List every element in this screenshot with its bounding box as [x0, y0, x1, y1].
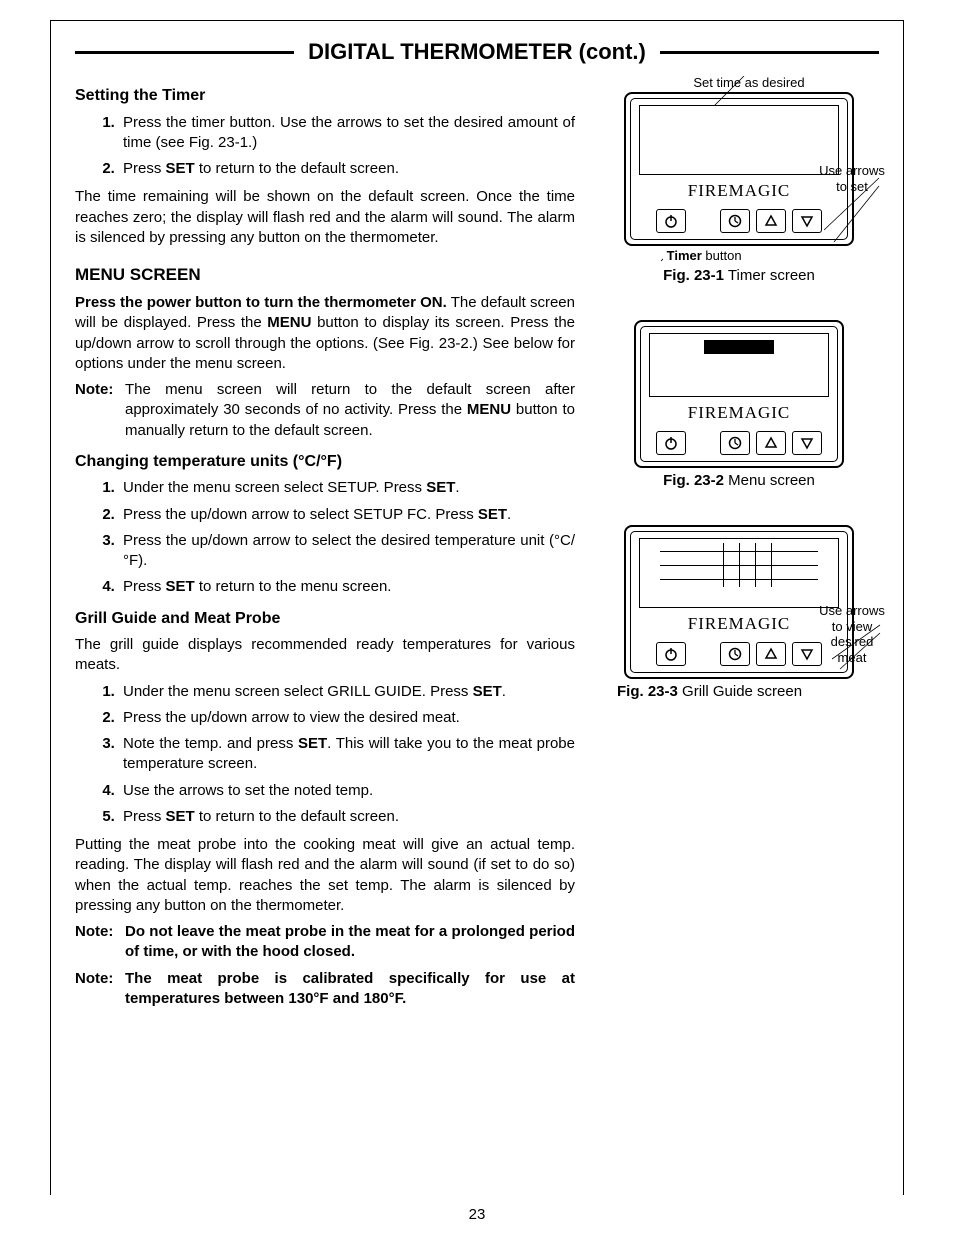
list-item: Press SET to return to the default scree… [119, 159, 575, 179]
list-item: Press the timer button. Use the arrows t… [119, 113, 575, 154]
device-buttons [641, 427, 837, 461]
menu-screen-note: Note: The menu screen will return to the… [75, 380, 575, 441]
menu-highlight [704, 340, 774, 354]
title-bar: DIGITAL THERMOMETER (cont.) [75, 39, 879, 65]
menu-screen-para: Press the power button to turn the therm… [75, 293, 575, 374]
list-item: Note the temp. and press SET. This will … [119, 734, 575, 775]
figure-23-3: FIREMAGIC [599, 525, 879, 700]
up-arrow-icon [756, 431, 786, 455]
fig1-caption: Fig. 23-1 Timer screen [599, 267, 879, 284]
list-item: Under the menu screen select GRILL GUIDE… [119, 682, 575, 702]
setting-timer-steps: Press the timer button. Use the arrows t… [75, 113, 575, 180]
leader-line [603, 251, 663, 263]
down-arrow-icon [792, 209, 822, 233]
clock-icon [720, 209, 750, 233]
device-buttons [631, 638, 847, 672]
list-item: Under the menu screen select SETUP. Pres… [119, 478, 575, 498]
device-screen [649, 333, 829, 397]
power-icon [656, 209, 686, 233]
grill-guide-para: Putting the meat probe into the cooking … [75, 835, 575, 916]
page-title: DIGITAL THERMOMETER (cont.) [308, 39, 646, 65]
device-buttons [631, 205, 847, 239]
list-item: Press the up/down arrow to select SETUP … [119, 505, 575, 525]
fig3-side-label: Use arrows to view desired meat [817, 603, 887, 665]
list-item: Press the up/down arrow to view the desi… [119, 708, 575, 728]
note-label: Note: [75, 969, 125, 1010]
list-item: Press SET to return to the default scree… [119, 807, 575, 827]
fig3-caption: Fig. 23-3 Grill Guide screen [599, 683, 879, 700]
clock-icon [720, 431, 750, 455]
fig1-top-label: Set time as desired [599, 75, 879, 90]
head-changing-units: Changing temperature units (°C/°F) [75, 451, 575, 473]
note-label: Note: [75, 380, 125, 441]
changing-units-steps: Under the menu screen select SETUP. Pres… [75, 478, 575, 597]
clock-icon [720, 642, 750, 666]
brand-label: FIREMAGIC [641, 401, 837, 427]
grill-guide-note2: Note: The meat probe is calibrated speci… [75, 969, 575, 1010]
power-icon [656, 431, 686, 455]
fig1-side-label: Use arrows to set [817, 163, 887, 194]
note-label: Note: [75, 922, 125, 963]
right-column: Set time as desired FIREMAGIC [599, 75, 879, 1015]
page-number: 23 [0, 1206, 954, 1223]
head-grill-guide: Grill Guide and Meat Probe [75, 608, 575, 630]
figure-23-2: FIREMAGIC Fig. 23-2 Menu screen [599, 320, 879, 489]
list-item: Press SET to return to the menu screen. [119, 577, 575, 597]
grill-guide-intro: The grill guide displays recommended rea… [75, 635, 575, 676]
rule-left [75, 51, 294, 54]
rule-right [660, 51, 879, 54]
fig1-bottom-label: Timer button [599, 248, 879, 263]
left-column: Setting the Timer Press the timer button… [75, 75, 575, 1015]
head-setting-timer: Setting the Timer [75, 85, 575, 107]
brand-label: FIREMAGIC [631, 179, 847, 205]
list-item: Press the up/down arrow to select the de… [119, 531, 575, 572]
device-screen [639, 538, 839, 608]
grill-guide-steps: Under the menu screen select GRILL GUIDE… [75, 682, 575, 828]
down-arrow-icon [792, 431, 822, 455]
up-arrow-icon [756, 642, 786, 666]
up-arrow-icon [756, 209, 786, 233]
grill-grid [660, 543, 818, 587]
list-item: Use the arrows to set the noted temp. [119, 781, 575, 801]
fig2-caption: Fig. 23-2 Menu screen [599, 472, 879, 489]
head-menu-screen: MENU SCREEN [75, 264, 575, 287]
brand-label: FIREMAGIC [631, 612, 847, 638]
device-screen [639, 105, 839, 175]
grill-guide-note1: Note: Do not leave the meat probe in the… [75, 922, 575, 963]
device-menu: FIREMAGIC [634, 320, 844, 468]
power-icon [656, 642, 686, 666]
setting-timer-para: The time remaining will be shown on the … [75, 187, 575, 248]
figure-23-1: Set time as desired FIREMAGIC [599, 75, 879, 284]
